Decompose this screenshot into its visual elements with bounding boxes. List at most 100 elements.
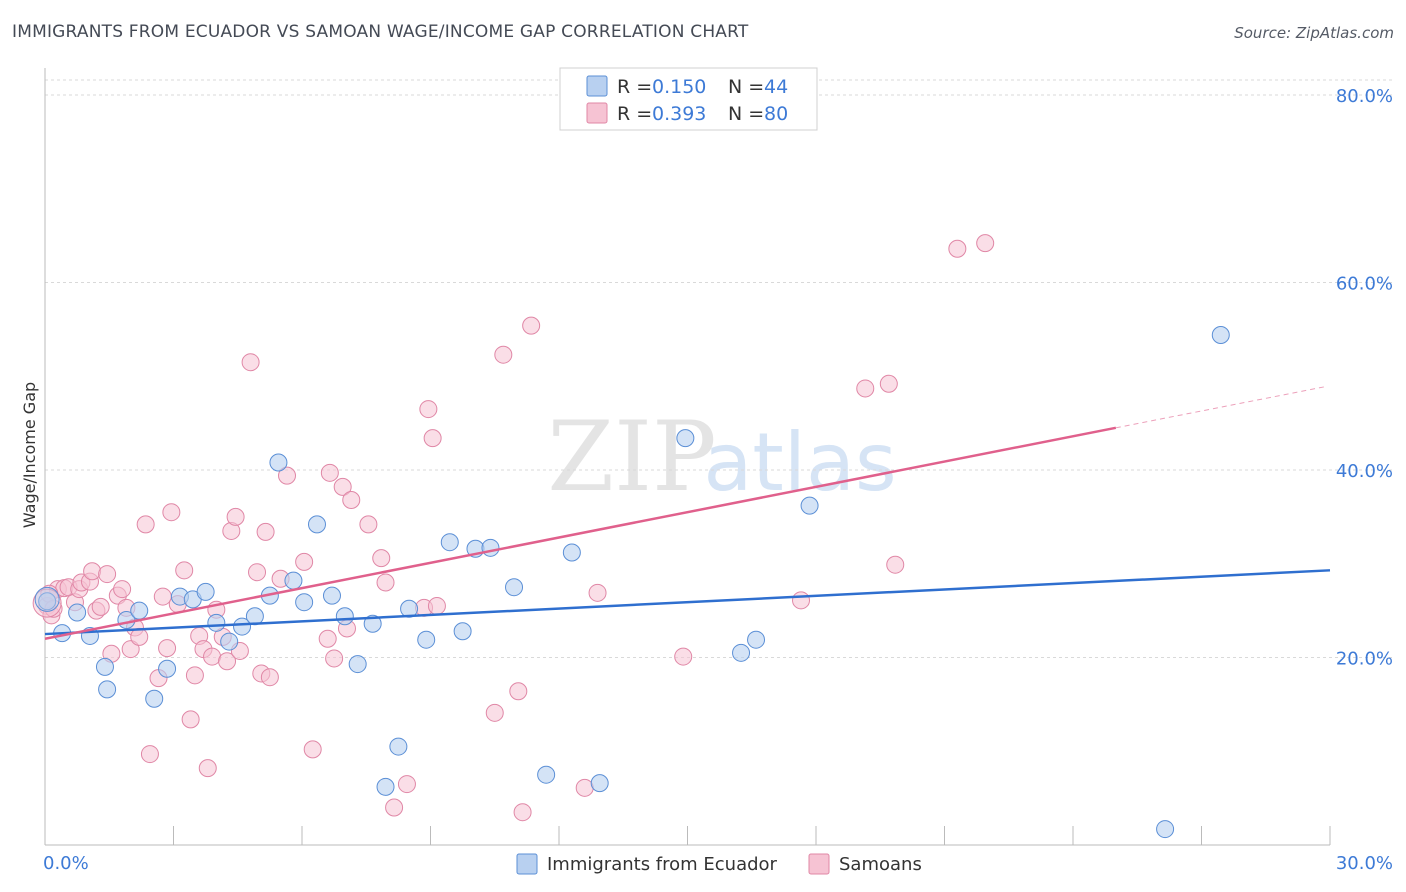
ecuador-point xyxy=(295,593,314,612)
samoans-point xyxy=(376,573,395,592)
samoans-point xyxy=(674,647,693,666)
ecuador-point xyxy=(38,592,57,611)
y-tick-label-20: 20.0% xyxy=(1336,649,1393,670)
samoans-point xyxy=(485,703,504,722)
samoans-point xyxy=(325,649,344,668)
samoans-point xyxy=(226,507,245,526)
ecuador-point xyxy=(307,515,326,534)
y-tick-labels: 20.0% 40.0% 60.0% 80.0% xyxy=(1336,86,1393,670)
trend-line-ecuador xyxy=(44,569,1331,636)
ecuador-point xyxy=(207,613,226,632)
legend-r-label-pink: R = xyxy=(617,103,652,125)
samoans-point xyxy=(509,682,528,701)
samoans-point xyxy=(792,591,811,610)
legend-r-value-blue: 0.150 xyxy=(652,76,706,98)
samoans-point xyxy=(333,477,352,496)
samoans-point xyxy=(948,239,967,258)
ecuador-point-cluster xyxy=(34,586,60,612)
ecuador-point xyxy=(233,617,252,636)
samoans-point xyxy=(121,640,140,659)
bottom-legend: Immigrants from Ecuador Samoans xyxy=(516,853,922,875)
ecuador-point xyxy=(747,630,766,649)
bottom-legend-label-samoans: Samoans xyxy=(839,854,922,875)
samoans-point xyxy=(185,666,204,685)
bottom-legend-label-ecuador: Immigrants from Ecuador xyxy=(547,854,778,875)
legend-swatch-pink xyxy=(586,102,608,124)
samoans-point xyxy=(397,775,416,794)
ecuador-point xyxy=(376,777,395,796)
ecuador-point xyxy=(562,543,581,562)
ecuador-point xyxy=(95,657,114,676)
ecuador-point xyxy=(196,582,215,601)
legend-r-value-pink: 0.393 xyxy=(652,103,706,125)
samoans-point xyxy=(248,563,267,582)
samoans-point xyxy=(162,503,181,522)
x-tick-labels: 0.0% 30.0% xyxy=(43,853,1393,874)
samoans-point xyxy=(295,552,314,571)
samoans-point xyxy=(318,629,337,648)
legend-box: R = 0.150 N = 44 R = 0.393 N = 80 xyxy=(559,67,818,131)
watermark-atlas: atlas xyxy=(703,416,896,509)
chart-title: IMMIGRANTS FROM ECUADOR VS SAMOAN WAGE/I… xyxy=(12,22,749,42)
samoans-point xyxy=(218,652,237,671)
x-tick-label-max: 30.0% xyxy=(1336,853,1393,874)
samoans-point xyxy=(158,639,177,658)
y-tick-label-60: 60.0% xyxy=(1336,274,1393,295)
ecuador-point xyxy=(322,586,341,605)
samoans-point xyxy=(976,234,995,253)
ecuador-point xyxy=(284,571,303,590)
samoans-point xyxy=(419,400,438,419)
samoans-point xyxy=(522,316,541,335)
watermark: ZIP atlas xyxy=(547,401,896,513)
samoans-point xyxy=(320,463,339,482)
ecuador-point xyxy=(537,765,556,784)
ecuador-point xyxy=(130,601,149,620)
legend-n-label-pink: N = xyxy=(728,103,764,125)
trend-line-samoans xyxy=(44,426,1117,640)
samoans-point xyxy=(113,580,132,599)
axes xyxy=(44,68,1331,846)
ecuador-point xyxy=(1211,326,1230,344)
ecuador-point xyxy=(145,689,164,708)
y-tick-label-40: 40.0% xyxy=(1336,461,1393,482)
trend-line-samoans-extension xyxy=(1115,386,1326,429)
ecuador-point xyxy=(453,622,472,641)
samoans-point xyxy=(203,647,222,666)
ecuador-point xyxy=(269,453,288,472)
samoans-point xyxy=(303,740,322,759)
samoans-point xyxy=(198,759,217,778)
samoans-point xyxy=(856,379,875,398)
bottom-legend-swatch-pink xyxy=(808,853,830,875)
ecuador-point xyxy=(220,632,239,651)
series-samoans xyxy=(32,234,995,822)
ecuador-point xyxy=(676,429,695,448)
samoans-point xyxy=(359,515,378,534)
samoans-point xyxy=(256,522,275,541)
samoans-point xyxy=(575,778,594,797)
samoans-point xyxy=(513,803,532,822)
samoans-point xyxy=(342,491,361,509)
samoans-point xyxy=(588,583,607,602)
ecuador-point xyxy=(481,538,500,557)
legend-n-label-blue: N = xyxy=(728,76,764,98)
samoans-point xyxy=(153,587,172,606)
y-axis-label: Wage/Income Gap xyxy=(20,382,39,528)
samoans-point xyxy=(278,466,297,485)
samoans-point xyxy=(91,597,110,616)
ecuador-point xyxy=(590,774,609,793)
samoans-point xyxy=(372,549,391,568)
ecuador-point xyxy=(98,680,117,699)
legend-n-value-pink: 80 xyxy=(764,103,788,125)
ecuador-point xyxy=(335,607,354,626)
ecuador-point xyxy=(1156,820,1175,839)
samoans-point xyxy=(260,668,279,687)
bottom-legend-swatch-blue xyxy=(516,853,538,875)
ecuador-point xyxy=(348,655,367,674)
legend-swatch-blue xyxy=(586,75,608,97)
ecuador-point xyxy=(158,659,177,678)
legend-n-value-blue: 44 xyxy=(764,76,788,98)
ecuador-point xyxy=(389,737,408,756)
samoans-point xyxy=(385,798,404,817)
samoans-point xyxy=(494,345,513,364)
